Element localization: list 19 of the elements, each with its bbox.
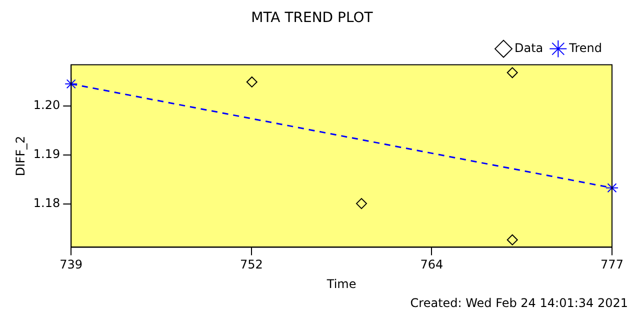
x-tick-label: 764	[420, 258, 444, 272]
y-axis-title: DIFF_2	[13, 136, 28, 176]
point	[356, 198, 367, 210]
point	[64, 77, 78, 90]
x-tick-label: 777	[600, 258, 624, 272]
x-axis-title: Time	[326, 276, 356, 291]
y-tick-label: 1.19	[33, 147, 60, 162]
legend-label: Trend	[568, 40, 602, 55]
point	[506, 234, 518, 246]
y-tick-label: 1.20	[33, 98, 60, 112]
point	[246, 76, 258, 88]
x-tick-label: 739	[60, 258, 83, 272]
text: Created: Wed Feb 24 14:01:34 2021	[410, 296, 628, 310]
point	[606, 181, 618, 194]
legend-label: Data	[514, 40, 544, 55]
chart-title: MTA TREND PLOT	[251, 10, 374, 26]
x-tick-label: 752	[240, 258, 263, 272]
point	[506, 67, 518, 78]
y-tick-label: 1.18	[33, 196, 60, 210]
